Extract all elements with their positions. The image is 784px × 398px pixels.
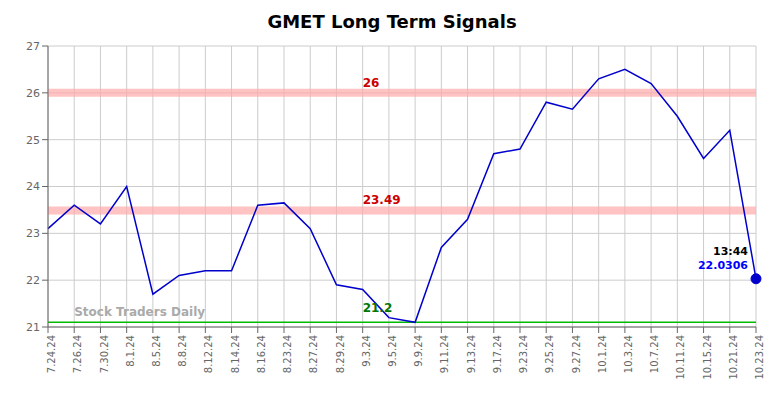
html-text:GMET Long Term Signals: GMET Long Term Signals <box>267 11 517 32</box>
svg-text:22.0306: 22.0306 <box>698 259 748 272</box>
svg-text:10.23.24: 10.23.24 <box>754 335 765 380</box>
svg-text:8.16.24: 8.16.24 <box>256 335 267 373</box>
svg-text:8.29.24: 8.29.24 <box>335 335 346 373</box>
svg-text:25: 25 <box>26 134 40 147</box>
svg-text:10.11.24: 10.11.24 <box>675 335 686 380</box>
svg-text:23.49: 23.49 <box>363 193 401 207</box>
svg-text:7.30.24: 7.30.24 <box>99 335 110 373</box>
svg-text:9.17.24: 9.17.24 <box>492 335 503 373</box>
svg-text:13:44: 13:44 <box>713 245 748 258</box>
svg-text:9.11.24: 9.11.24 <box>439 335 450 373</box>
svg-text:9.9.24: 9.9.24 <box>413 335 424 367</box>
svg-text:10.3.24: 10.3.24 <box>623 335 634 373</box>
svg-text:8.14.24: 8.14.24 <box>230 335 241 373</box>
svg-text:23: 23 <box>26 227 40 240</box>
svg-text:8.27.24: 8.27.24 <box>308 335 319 373</box>
svg-text:Stock Traders Daily: Stock Traders Daily <box>74 305 205 319</box>
svg-text:7.26.24: 7.26.24 <box>72 335 83 373</box>
svg-text:9.25.24: 9.25.24 <box>544 335 555 373</box>
svg-text:7.24.24: 7.24.24 <box>46 335 57 373</box>
svg-text:22: 22 <box>26 274 40 287</box>
svg-text:9.5.24: 9.5.24 <box>387 335 398 367</box>
svg-text:9.3.24: 9.3.24 <box>361 335 372 367</box>
svg-text:24: 24 <box>26 180 40 193</box>
svg-text:26: 26 <box>363 76 380 90</box>
svg-text:10.7.24: 10.7.24 <box>649 335 660 373</box>
svg-text:27: 27 <box>26 40 40 53</box>
svg-text:9.23.24: 9.23.24 <box>518 335 529 373</box>
svg-text:9.13.24: 9.13.24 <box>466 335 477 373</box>
svg-text:8.1.24: 8.1.24 <box>125 335 136 367</box>
svg-text:21.2: 21.2 <box>363 301 393 315</box>
svg-text:21: 21 <box>26 321 40 334</box>
svg-text:10.15.24: 10.15.24 <box>702 335 713 380</box>
svg-text:8.23.24: 8.23.24 <box>282 335 293 373</box>
svg-text:10.1.24: 10.1.24 <box>597 335 608 373</box>
svg-text:9.27.24: 9.27.24 <box>571 335 582 373</box>
svg-text:26: 26 <box>26 87 40 100</box>
svg-text:8.5.24: 8.5.24 <box>151 335 162 367</box>
svg-text:8.12.24: 8.12.24 <box>203 335 214 373</box>
svg-text:10.21.24: 10.21.24 <box>728 335 739 380</box>
svg-text:8.8.24: 8.8.24 <box>177 335 188 367</box>
